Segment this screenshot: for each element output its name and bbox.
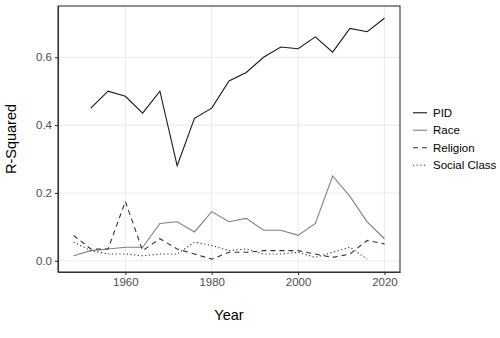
grid-line-y [58, 125, 400, 126]
series-line [74, 201, 385, 259]
tick: 1960 [113, 272, 139, 288]
legend-item: Social Class [413, 159, 497, 171]
legend-item: Race [413, 124, 460, 136]
y-axis-title: R-Squared [3, 104, 19, 174]
chart: 1960 1980 2000 2020 0.0 0.2 0.4 0.6 Year R-Square… [0, 0, 500, 338]
grid-line-y [58, 57, 400, 58]
tick-label: 2020 [372, 276, 398, 288]
legend-key [413, 147, 427, 148]
tick-label: 0.4 [36, 119, 53, 131]
tick-mark [55, 261, 58, 262]
series-line [74, 242, 368, 259]
tick-mark [55, 57, 58, 58]
tick-label: 1960 [113, 276, 139, 288]
tick-mark [125, 272, 126, 275]
tick-mark [55, 193, 58, 194]
lines [74, 18, 385, 259]
axis-line [58, 7, 59, 273]
legend-item: PID [413, 107, 452, 119]
y-axis: 0.0 0.2 0.4 0.6 [36, 7, 59, 273]
tick-label: 0.0 [36, 255, 52, 267]
tick: 0.6 [36, 51, 58, 63]
legend-key [413, 130, 427, 131]
panel-border [58, 6, 400, 272]
grid-line-x [298, 6, 299, 272]
tick: 1980 [199, 272, 225, 288]
grid-line-y [58, 192, 400, 193]
tick-label: 0.2 [36, 187, 52, 199]
tick: 0.2 [36, 187, 58, 199]
legend-label: Race [433, 124, 460, 136]
grid-line-x [125, 6, 126, 272]
tick-mark [55, 125, 58, 126]
tick-mark [384, 272, 385, 275]
grid-line-y [58, 260, 400, 261]
plot: 1960 1980 2000 2020 0.0 0.2 0.4 0.6 [36, 6, 401, 288]
tick: 2000 [286, 272, 312, 288]
tick: 0.0 [36, 255, 58, 267]
x-axis: 1960 1980 2000 2020 [59, 272, 401, 288]
tick-mark [298, 272, 299, 275]
legend-key [413, 165, 427, 166]
tick-label: 0.6 [36, 51, 52, 63]
legend-label: PID [433, 107, 452, 119]
series-line [91, 18, 385, 166]
grid-line-x [211, 6, 212, 272]
tick-label: 2000 [286, 276, 312, 288]
tick: 0.4 [36, 119, 58, 131]
legend-label: Social Class [433, 159, 497, 171]
legend-key [413, 112, 427, 113]
panel-background [58, 6, 400, 272]
legend-label: Religion [433, 142, 475, 154]
x-axis-title: Year [214, 307, 243, 323]
grid [58, 6, 400, 272]
legend-item: Religion [413, 142, 475, 154]
tick-label: 1980 [199, 276, 225, 288]
tick-mark [212, 272, 213, 275]
tick: 2020 [372, 272, 398, 288]
legend: PID Race Religion Social Class [413, 107, 497, 171]
grid-line-x [384, 6, 385, 272]
axis-line [59, 272, 401, 273]
